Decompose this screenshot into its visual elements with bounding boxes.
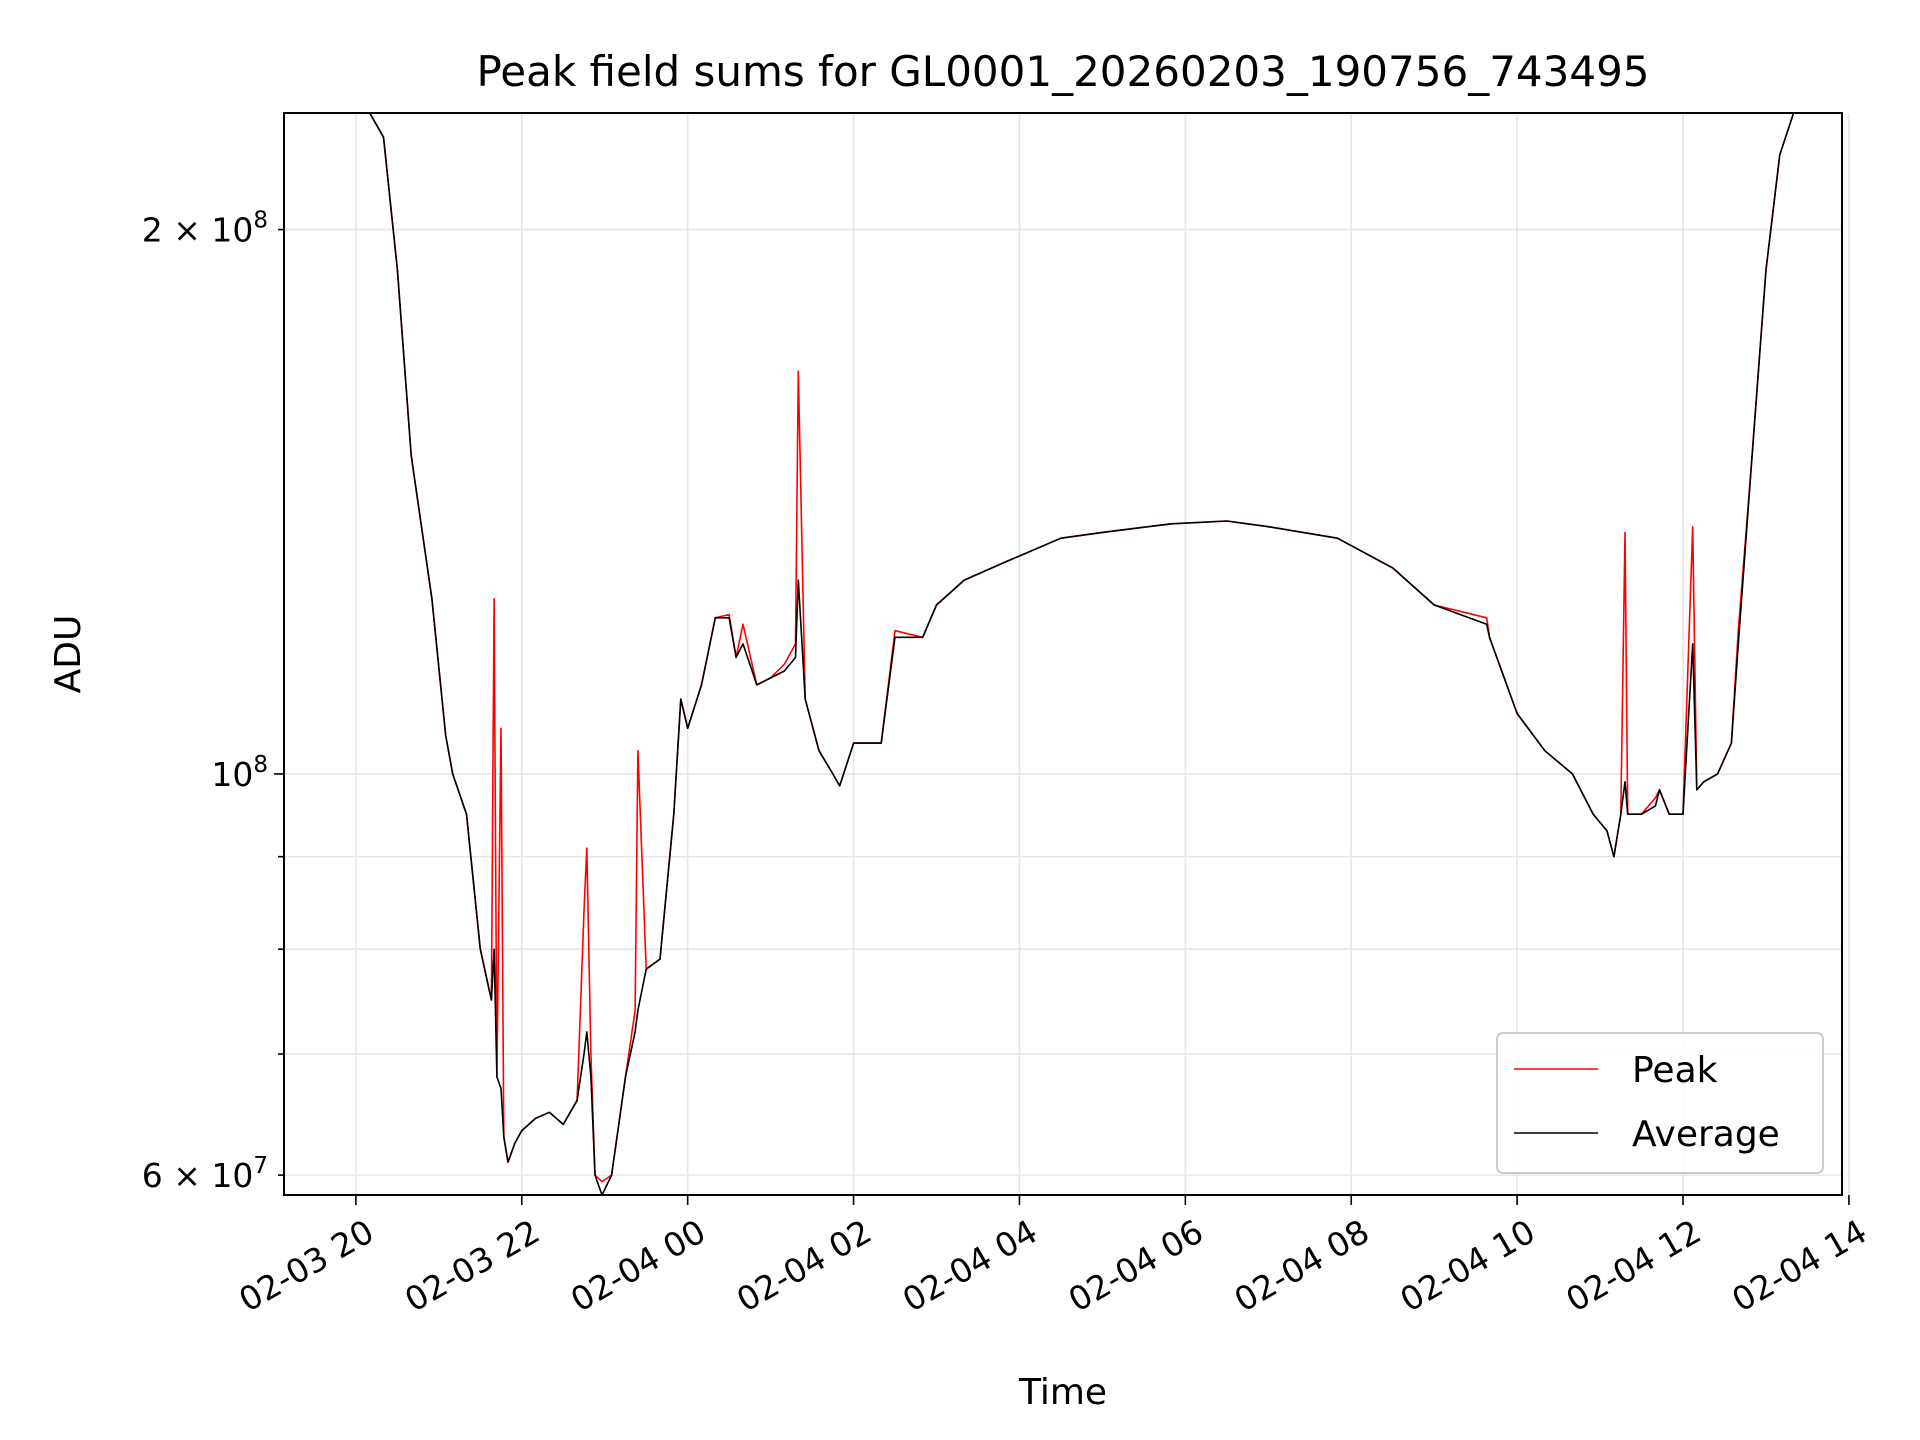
x-axis-label: Time	[1018, 1372, 1107, 1413]
legend-box	[1496, 1032, 1824, 1174]
y-axis: 6 × 107 2 × 108 108	[142, 208, 284, 1195]
y-tick-label: 6 × 107	[142, 1153, 268, 1195]
legend-average-label: Average	[1632, 1114, 1780, 1155]
y-axis-label: ADU	[48, 615, 89, 694]
grid	[284, 113, 1850, 1195]
chart-title: Peak field sums for GL0001_20260203_1907…	[476, 47, 1649, 96]
series-group	[369, 113, 1842, 1195]
legend-peak-label: Peak	[1632, 1050, 1718, 1091]
series-line-average	[369, 113, 1842, 1195]
y-tick-label: 108	[211, 752, 268, 794]
axes-frame	[283, 112, 1843, 1196]
legend: Peak Average	[1496, 1032, 1824, 1174]
y-tick-label: 2 × 108	[142, 208, 268, 250]
